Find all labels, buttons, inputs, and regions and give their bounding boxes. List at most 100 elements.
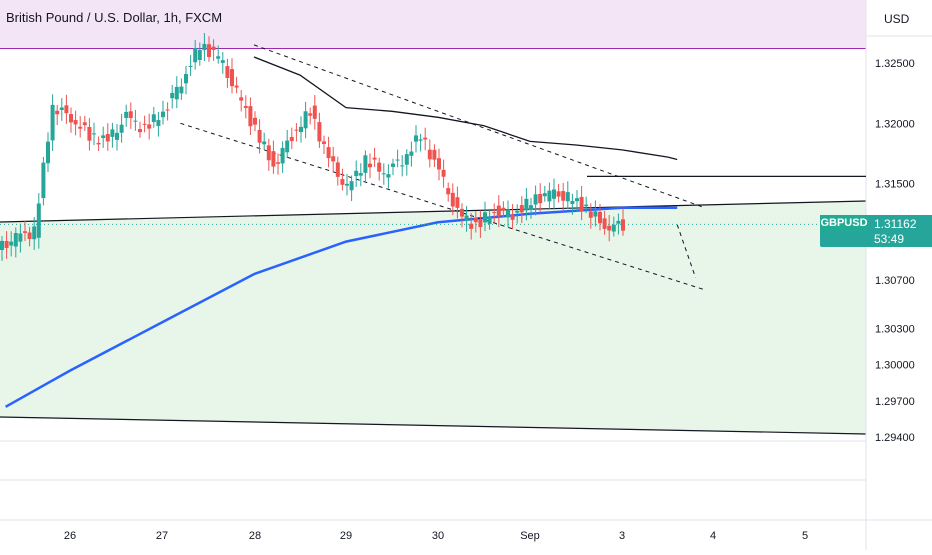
- candle-body[interactable]: [441, 169, 446, 177]
- candle-body[interactable]: [542, 193, 547, 197]
- candle-body[interactable]: [92, 133, 96, 135]
- candle-body[interactable]: [50, 104, 55, 141]
- candle-body[interactable]: [450, 192, 455, 207]
- candle-body[interactable]: [142, 123, 147, 125]
- candle-body[interactable]: [345, 183, 349, 186]
- candle-body[interactable]: [138, 129, 142, 133]
- candle-body[interactable]: [593, 211, 598, 217]
- candle-body[interactable]: [253, 117, 257, 125]
- candle-body[interactable]: [533, 194, 538, 205]
- candle-body[interactable]: [124, 112, 129, 118]
- candle-body[interactable]: [473, 217, 478, 223]
- candle-body[interactable]: [322, 141, 326, 145]
- candle-body[interactable]: [363, 155, 368, 173]
- candle-body[interactable]: [294, 129, 299, 131]
- candle-body[interactable]: [285, 140, 290, 153]
- candle-body[interactable]: [87, 126, 92, 141]
- candle-body[interactable]: [73, 120, 78, 125]
- candle-body[interactable]: [529, 205, 533, 210]
- candle-body[interactable]: [289, 136, 294, 142]
- candle-body[interactable]: [303, 111, 308, 129]
- candle-body[interactable]: [110, 129, 115, 137]
- candle-body[interactable]: [423, 137, 428, 140]
- candle-body[interactable]: [446, 188, 451, 195]
- ma-short-line[interactable]: [253, 56, 678, 161]
- candle-body[interactable]: [82, 122, 87, 126]
- candle-body[interactable]: [607, 225, 612, 231]
- candle-body[interactable]: [78, 126, 83, 129]
- candle-body[interactable]: [41, 162, 46, 199]
- candle-body[interactable]: [69, 114, 73, 123]
- candle-body[interactable]: [496, 205, 501, 217]
- candle-body[interactable]: [326, 147, 331, 159]
- candle-body[interactable]: [207, 44, 211, 57]
- projection-line[interactable]: [676, 224, 697, 278]
- candle-body[interactable]: [271, 151, 276, 167]
- candle-body[interactable]: [556, 191, 561, 197]
- candle-body[interactable]: [561, 191, 566, 201]
- candle-body[interactable]: [455, 197, 460, 208]
- candle-body[interactable]: [119, 124, 124, 133]
- candle-body[interactable]: [211, 46, 216, 50]
- candle-body[interactable]: [519, 205, 524, 213]
- candle-body[interactable]: [602, 218, 607, 229]
- candle-body[interactable]: [4, 241, 9, 248]
- candle-body[interactable]: [18, 233, 23, 242]
- candle-body[interactable]: [349, 181, 354, 191]
- candle-body[interactable]: [101, 135, 106, 138]
- candle-body[interactable]: [165, 109, 170, 111]
- candle-body[interactable]: [59, 107, 64, 111]
- candle-body[interactable]: [27, 232, 32, 239]
- candle-body[interactable]: [151, 114, 156, 122]
- candle-body[interactable]: [23, 231, 27, 233]
- candle-body[interactable]: [161, 111, 165, 118]
- candle-body[interactable]: [36, 203, 41, 238]
- candle-body[interactable]: [243, 106, 248, 109]
- candle-body[interactable]: [308, 113, 313, 116]
- candle-body[interactable]: [239, 97, 244, 101]
- candle-body[interactable]: [464, 215, 469, 221]
- candle-body[interactable]: [147, 124, 152, 129]
- lower-trendline[interactable]: [0, 416, 867, 435]
- candle-body[interactable]: [257, 129, 262, 143]
- candle-body[interactable]: [46, 141, 50, 164]
- candle-body[interactable]: [395, 159, 400, 161]
- candle-body[interactable]: [409, 151, 414, 156]
- candle-body[interactable]: [0, 240, 4, 250]
- candle-body[interactable]: [437, 158, 441, 170]
- candle-body[interactable]: [234, 85, 239, 88]
- candle-body[interactable]: [32, 226, 37, 240]
- candle-body[interactable]: [354, 170, 359, 177]
- candle-body[interactable]: [184, 74, 188, 84]
- candle-body[interactable]: [418, 139, 423, 141]
- candle-body[interactable]: [621, 219, 625, 231]
- candle-body[interactable]: [510, 214, 515, 220]
- candle-body[interactable]: [331, 156, 336, 162]
- candle-body[interactable]: [598, 212, 602, 224]
- candle-body[interactable]: [492, 212, 497, 214]
- candle-body[interactable]: [372, 157, 377, 160]
- candle-body[interactable]: [515, 210, 520, 213]
- candle-body[interactable]: [55, 110, 60, 115]
- candle-body[interactable]: [552, 189, 556, 199]
- candle-body[interactable]: [400, 165, 405, 167]
- candle-body[interactable]: [483, 212, 487, 223]
- candle-body[interactable]: [220, 60, 225, 63]
- candle-body[interactable]: [377, 162, 382, 172]
- candle-body[interactable]: [133, 120, 138, 122]
- candle-body[interactable]: [358, 173, 363, 176]
- candle-body[interactable]: [96, 142, 101, 145]
- candle-body[interactable]: [538, 193, 543, 204]
- candle-body[interactable]: [225, 66, 230, 78]
- candle-body[interactable]: [487, 216, 492, 224]
- candle-body[interactable]: [616, 220, 621, 224]
- candle-body[interactable]: [202, 43, 207, 51]
- candle-body[interactable]: [312, 105, 317, 119]
- candle-body[interactable]: [478, 219, 483, 228]
- candle-body[interactable]: [248, 106, 253, 127]
- candle-body[interactable]: [317, 122, 322, 142]
- candle-body[interactable]: [506, 209, 510, 218]
- candle-body[interactable]: [575, 198, 579, 202]
- candle-body[interactable]: [469, 223, 474, 229]
